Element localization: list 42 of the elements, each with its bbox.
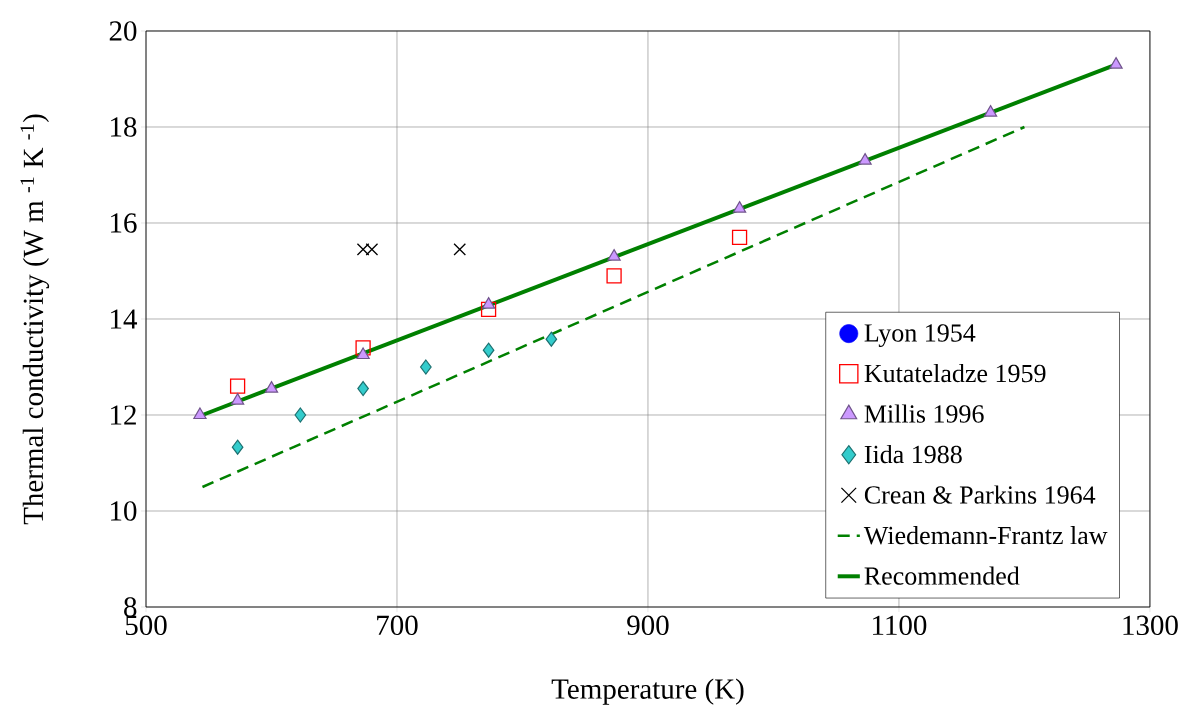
legend-label: Crean & Parkins 1964 <box>864 485 1096 504</box>
point <box>357 381 369 397</box>
point <box>231 439 244 455</box>
x-tick-label: 900 <box>627 615 669 636</box>
point <box>482 342 495 358</box>
legend-label: Wiedemann-Frantz law <box>863 526 1108 545</box>
point <box>453 243 467 256</box>
point <box>355 340 371 356</box>
x-tick-label: 500 <box>125 615 167 636</box>
y-tick-label: 18 <box>111 117 137 137</box>
x-tick-label: 1300 <box>1123 615 1178 636</box>
point <box>607 249 621 261</box>
point <box>294 407 307 423</box>
point <box>983 104 998 117</box>
legend-label: Kutateladze 1959 <box>864 363 1046 383</box>
y-tick-label: 10 <box>111 501 137 521</box>
point <box>229 378 246 394</box>
point <box>356 347 370 360</box>
point <box>193 407 207 420</box>
y-tick-label: 12 <box>111 405 136 425</box>
point <box>480 301 497 318</box>
point <box>264 381 279 393</box>
legend-label: Recommended <box>864 566 1020 585</box>
legend-label: Millis 1996 <box>864 404 984 423</box>
point <box>419 359 432 375</box>
point <box>1109 56 1123 69</box>
point <box>858 152 872 165</box>
point <box>545 331 558 347</box>
y-tick-label: 14 <box>111 309 138 329</box>
y-tick-label: 20 <box>109 21 137 41</box>
y-axis-title: Thermal conductivity (W m $^{-1}$ K $^{-1}$) <box>20 114 50 525</box>
x-axis-title: Temperature (K) <box>551 678 744 705</box>
y-tick-label: 16 <box>111 213 137 233</box>
point <box>732 200 747 213</box>
legend-label: Iida 1988 <box>864 444 962 464</box>
point <box>230 393 245 405</box>
point <box>606 268 622 284</box>
point <box>731 229 748 246</box>
point <box>481 297 496 309</box>
legend-label: Lyon 1954 <box>864 324 976 348</box>
x-tick-label: 700 <box>377 615 418 636</box>
x-tick-label: 1100 <box>873 615 927 636</box>
